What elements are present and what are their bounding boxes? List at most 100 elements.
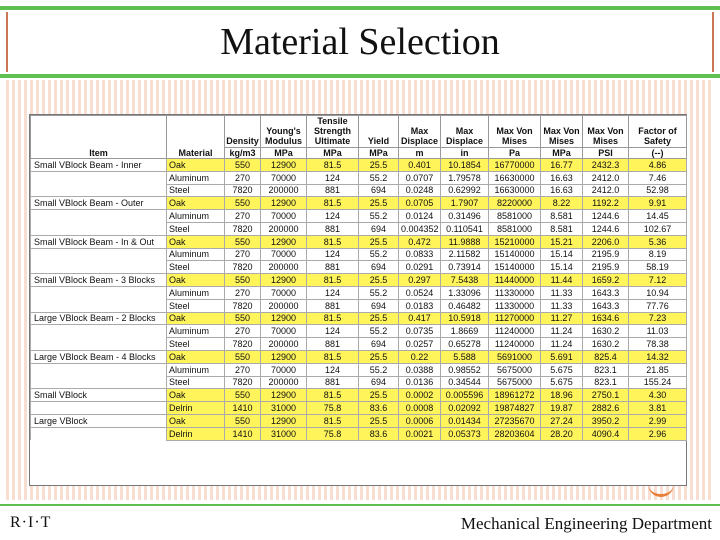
value-cell: 0.05373	[440, 426, 489, 441]
material-cell: Steel	[166, 183, 225, 198]
item-cell	[30, 376, 167, 389]
value-cell: 0.004352	[398, 221, 441, 236]
value-cell: 55.2	[358, 324, 399, 339]
table-row: Large VBlock Oak 550 12900 81.5 25.5 0.0006 0.0…	[30, 413, 687, 428]
column-header: Material	[166, 115, 225, 159]
title-frame	[6, 12, 714, 72]
value-cell: 19874827	[488, 401, 541, 415]
value-cell: 550	[224, 388, 261, 403]
value-cell: 25.5	[358, 311, 399, 326]
value-cell: 81.5	[306, 158, 359, 172]
value-cell: 200000	[260, 183, 307, 198]
material-cell: Oak	[166, 349, 225, 364]
value-cell: 7820	[224, 337, 261, 351]
value-cell: 270	[224, 285, 261, 300]
value-cell: 270	[224, 324, 261, 339]
item-cell: Large VBlock Beam - 4 Blocks	[30, 349, 167, 364]
value-cell: 55.2	[358, 247, 399, 262]
value-cell: 15140000	[488, 260, 541, 275]
value-cell: 8.581	[540, 221, 583, 236]
value-cell: 81.5	[306, 311, 359, 326]
material-cell: Steel	[166, 260, 225, 275]
value-cell: 70000	[260, 324, 307, 339]
item-cell	[30, 337, 167, 351]
column-header-label: Item	[89, 148, 108, 158]
value-cell: 27235670	[488, 413, 541, 428]
value-cell: 4090.4	[582, 426, 629, 441]
value-cell: 0.0021	[398, 426, 441, 441]
value-cell: 0.22	[398, 349, 441, 364]
value-cell: 11.33	[540, 285, 583, 300]
material-cell: Steel	[166, 221, 225, 236]
item-cell	[30, 184, 167, 197]
value-cell: 0.0707	[398, 170, 441, 185]
value-cell: 75.8	[306, 426, 359, 441]
value-cell: 8.19	[628, 247, 687, 262]
value-cell: 25.5	[358, 273, 399, 287]
value-cell: 5691000	[488, 349, 541, 364]
value-cell: 0.0002	[398, 388, 441, 403]
value-cell: 5675000	[488, 362, 541, 377]
value-cell: 2206.0	[582, 234, 629, 249]
value-cell: 81.5	[306, 273, 359, 287]
value-cell: 550	[224, 158, 261, 172]
value-cell: 7820	[224, 298, 261, 313]
column-header: Factor of Safety (--)	[628, 115, 687, 159]
value-cell: 55.2	[358, 362, 399, 377]
item-cell	[30, 299, 167, 313]
value-cell: 12900	[260, 413, 307, 428]
material-cell: Aluminum	[166, 285, 225, 300]
value-cell: 1410	[224, 426, 261, 441]
value-cell: 4.86	[628, 158, 687, 172]
value-cell: 124	[306, 285, 359, 300]
table-row: Small VBlock Beam - Inner Oak 550 12900 81.5…	[30, 158, 687, 172]
value-cell: 881	[306, 183, 359, 198]
value-cell: 550	[224, 311, 261, 326]
value-cell: 124	[306, 247, 359, 262]
value-cell: 0.0136	[398, 375, 441, 390]
column-header: Item	[30, 115, 167, 159]
value-cell: 2195.9	[582, 247, 629, 262]
table-row: Steel 7820 200000 881 694 0.0248 0.62992 166300…	[30, 183, 687, 198]
value-cell: 1659.2	[582, 273, 629, 287]
column-unit: MPa	[541, 147, 582, 158]
value-cell: 55.2	[358, 170, 399, 185]
value-cell: 14.45	[628, 209, 687, 223]
value-cell: 4.30	[628, 388, 687, 403]
table-row: Aluminum 270 70000 124 55.2 0.0388 0.98552 5675…	[30, 362, 687, 377]
value-cell: 55.2	[358, 285, 399, 300]
value-cell: 25.5	[358, 196, 399, 211]
value-cell: 0.005596	[440, 388, 489, 403]
item-cell: Small VBlock Beam - Outer	[30, 196, 167, 211]
value-cell: 70000	[260, 362, 307, 377]
value-cell: 15.14	[540, 260, 583, 275]
material-cell: Oak	[166, 273, 225, 287]
material-cell: Oak	[166, 388, 225, 403]
value-cell: 7.5438	[440, 273, 489, 287]
value-cell: 8.581	[540, 209, 583, 223]
value-cell: 12900	[260, 311, 307, 326]
table-row: Steel 7820 200000 881 694 0.0257 0.65278 112400…	[30, 337, 687, 351]
column-header: Max Von Mises MPa	[540, 115, 583, 159]
value-cell: 124	[306, 324, 359, 339]
column-header-label: Max Displace	[400, 126, 439, 146]
value-cell: 270	[224, 209, 261, 223]
value-cell: 7820	[224, 221, 261, 236]
column-header-label: Young's Modulus	[265, 126, 302, 146]
value-cell: 55.2	[358, 209, 399, 223]
value-cell: 18.96	[540, 388, 583, 403]
item-cell	[30, 248, 167, 261]
value-cell: 0.0006	[398, 413, 441, 428]
value-cell: 0.98552	[440, 362, 489, 377]
value-cell: 200000	[260, 260, 307, 275]
value-cell: 0.0124	[398, 209, 441, 223]
value-cell: 81.5	[306, 196, 359, 211]
value-cell: 1.33096	[440, 285, 489, 300]
value-cell: 200000	[260, 375, 307, 390]
value-cell: 77.76	[628, 298, 687, 313]
item-cell	[30, 222, 167, 236]
value-cell: 9.91	[628, 196, 687, 211]
column-header-label: Max Von Mises	[587, 126, 624, 146]
value-cell: 2750.1	[582, 388, 629, 403]
value-cell: 881	[306, 375, 359, 390]
